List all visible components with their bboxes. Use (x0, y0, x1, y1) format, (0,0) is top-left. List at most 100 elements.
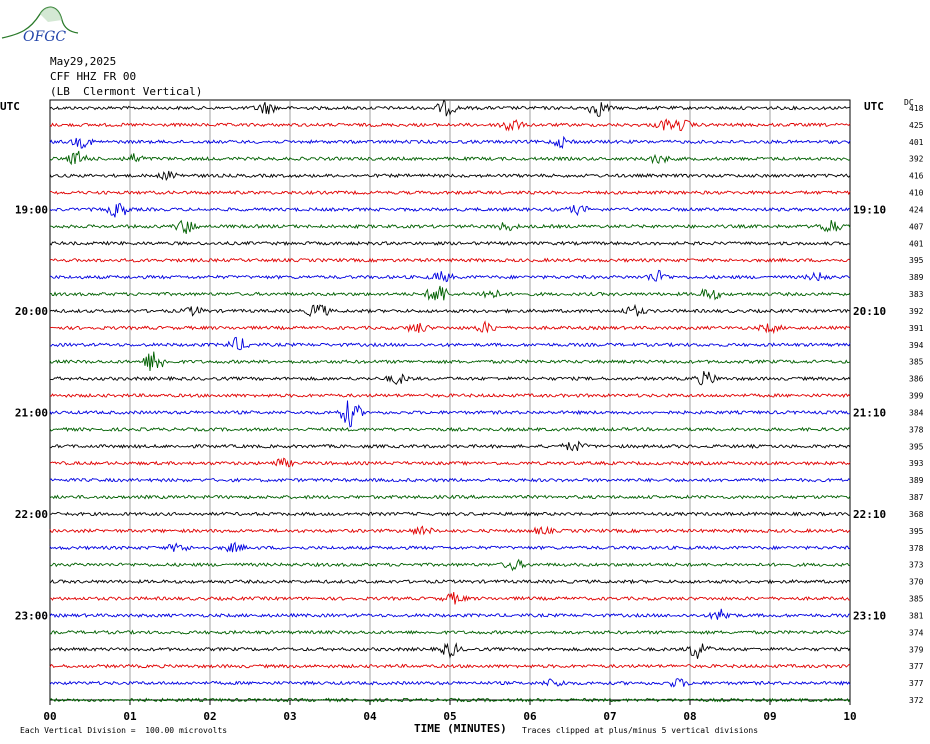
seismic-trace (49, 629, 851, 636)
left-time-label: 23:00 (15, 609, 48, 622)
clip-note: Traces clipped at plus/minus 5 vertical … (522, 726, 759, 735)
seismic-trace (49, 663, 851, 669)
dc-offset-label: 391 (909, 324, 924, 333)
x-tick-label: 03 (283, 710, 296, 723)
left-time-label: 22:00 (15, 508, 48, 521)
seismic-trace (49, 170, 851, 182)
seismic-trace (49, 320, 851, 335)
dc-offset-label: 418 (909, 104, 924, 113)
seismic-trace (49, 642, 851, 659)
dc-offset-label: 425 (909, 121, 924, 130)
right-time-label: 19:10 (853, 203, 886, 216)
seismic-trace (49, 477, 851, 483)
dc-offset-label: 384 (909, 408, 924, 417)
dc-offset-label: 374 (909, 628, 924, 637)
seismic-trace (49, 150, 851, 166)
seismic-trace (49, 494, 851, 500)
dc-offset-label: 424 (909, 205, 924, 214)
header-station: CFF HHZ FR 00 (50, 70, 137, 83)
dc-offset-label: 386 (909, 375, 924, 384)
dc-offset-label: 416 (909, 172, 924, 181)
header-date: May29,2025 (50, 55, 117, 68)
dc-offset-label: 385 (909, 358, 924, 367)
seismic-trace (49, 457, 851, 468)
seismic-trace (49, 240, 851, 246)
dc-offset-label: 401 (909, 138, 924, 147)
seismic-trace (49, 392, 851, 399)
dc-offset-label: 389 (909, 476, 924, 485)
x-tick-label: 08 (683, 710, 696, 723)
x-tick-label: 01 (123, 710, 137, 723)
seismic-trace (49, 440, 851, 452)
ofgc-logo: OFGC (1, 6, 79, 45)
dc-offset-label: 395 (909, 527, 924, 536)
dc-offset-label: 372 (909, 696, 924, 705)
x-tick-label: 02 (203, 710, 216, 723)
seismic-trace (49, 269, 851, 283)
seismic-trace (49, 426, 851, 432)
dc-offset-label: 378 (909, 544, 924, 553)
dc-offset-label: 379 (909, 645, 924, 654)
left-time-label: 21:00 (15, 406, 48, 419)
dc-offset-label: 373 (909, 561, 924, 570)
x-tick-label: 10 (843, 710, 856, 723)
seismic-trace (49, 371, 851, 386)
seismic-trace (49, 303, 851, 318)
dc-offset-label: 392 (909, 155, 924, 164)
seismic-trace (49, 202, 851, 218)
seismic-trace (49, 400, 851, 428)
dc-offset-label: 393 (909, 459, 924, 468)
x-tick-label: 07 (603, 710, 616, 723)
seismic-trace (49, 697, 851, 703)
right-time-label: 20:10 (853, 305, 886, 318)
dc-offset-label: 381 (909, 611, 924, 620)
x-tick-label: 06 (523, 710, 537, 723)
dc-offset-label: 401 (909, 239, 924, 248)
seismic-trace (49, 591, 851, 605)
dc-offset-label: 368 (909, 510, 924, 519)
logo-text: OFGC (23, 29, 66, 45)
x-tick-label: 05 (443, 710, 456, 723)
dc-offset-label: 370 (909, 578, 924, 587)
seismic-trace (49, 285, 851, 301)
dc-label: DC (904, 98, 914, 107)
dc-offset-label: 395 (909, 256, 924, 265)
dc-offset-label: 377 (909, 679, 924, 688)
seismic-trace (49, 118, 851, 132)
logo-mountain-fill (40, 7, 62, 22)
seismic-trace (49, 525, 851, 536)
seismic-trace (49, 511, 851, 517)
seismic-trace (49, 678, 851, 688)
header-location: (LB Clermont Vertical) (50, 85, 203, 98)
x-tick-label: 00 (43, 710, 56, 723)
dc-offset-label: 395 (909, 442, 924, 451)
seismic-trace (49, 558, 851, 572)
x-tick-label: 04 (363, 710, 377, 723)
seismic-trace (49, 219, 851, 234)
right-time-label: 22:10 (853, 508, 886, 521)
right-time-label: 23:10 (853, 609, 886, 622)
dc-offset-label: 378 (909, 425, 924, 434)
seismic-trace (49, 189, 851, 196)
seismic-trace (49, 541, 851, 553)
dc-offset-label: 410 (909, 189, 924, 198)
utc-left-label: UTC (0, 100, 20, 113)
seismic-trace (49, 257, 851, 263)
utc-right-label: UTC (864, 100, 884, 113)
seismic-trace (49, 351, 851, 371)
scale-note: Each Vertical Division = 100.00 microvol… (20, 726, 228, 735)
dc-offset-label: 383 (909, 290, 924, 299)
left-time-label: 20:00 (15, 305, 48, 318)
seismic-trace (49, 135, 851, 149)
dc-offset-label: 392 (909, 307, 924, 316)
dc-offset-label: 389 (909, 273, 924, 282)
seismic-trace (49, 578, 851, 585)
dc-offset-label: 399 (909, 392, 924, 401)
dc-offset-label: 407 (909, 222, 924, 231)
dc-offset-label: 394 (909, 341, 924, 350)
dc-offset-label: 387 (909, 493, 924, 502)
right-time-label: 21:10 (853, 406, 886, 419)
seismic-trace (49, 608, 851, 621)
left-time-label: 19:00 (15, 203, 48, 216)
